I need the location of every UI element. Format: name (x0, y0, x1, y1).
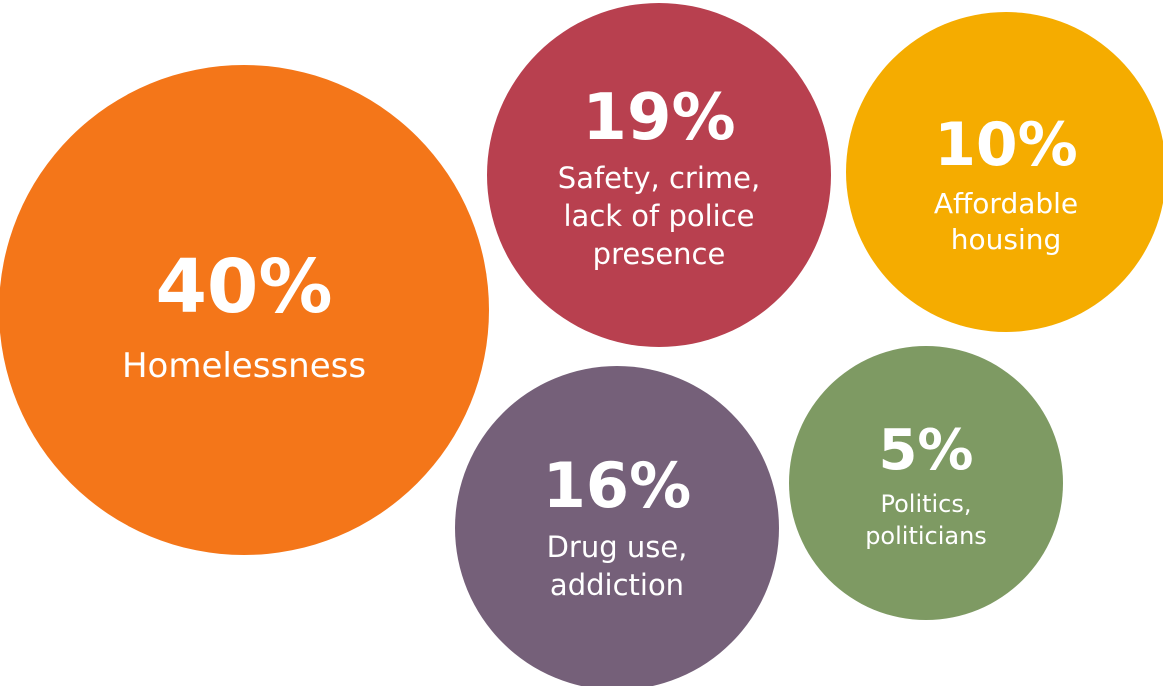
bubble-value-label: 10% (934, 110, 1078, 180)
bubble-category-label: Safety, crime, (558, 161, 760, 195)
bubble-10 (846, 12, 1163, 332)
bubble-5 (789, 346, 1063, 620)
bubble-16 (455, 366, 779, 686)
bubble-category-label: housing (951, 223, 1062, 256)
bubble-19 (487, 3, 831, 347)
bubble-category-label: Drug use, (547, 530, 688, 564)
bubble-category-label: addiction (550, 568, 684, 602)
bubble-40 (0, 65, 489, 555)
bubble-value-label: 5% (878, 418, 973, 483)
bubble-category-label: lack of police (563, 199, 754, 233)
bubble-category-label: presence (593, 237, 726, 271)
bubble-value-label: 19% (582, 81, 735, 155)
bubble-category-label: politicians (865, 522, 987, 550)
bubble-category-label: Homelessness (122, 346, 366, 386)
bubble-category-label: Affordable (934, 187, 1078, 220)
bubble-category-label: Politics, (880, 490, 971, 518)
bubble-value-label: 16% (543, 449, 691, 522)
bubble-value-label: 40% (155, 244, 332, 330)
